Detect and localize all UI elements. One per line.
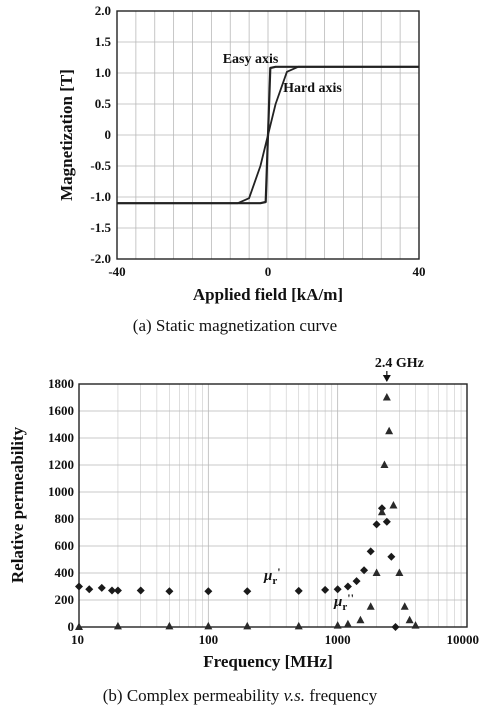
chart-b-y-tick-label: 0 <box>68 619 75 634</box>
chart-b-caption: (b) Complex permeability v.s. frequency <box>103 686 378 705</box>
chart-b-y-tick-label: 1600 <box>48 403 74 418</box>
chart-b-point-mu-r-prime <box>352 577 361 586</box>
chart-a-x-tick-label: 0 <box>265 264 272 279</box>
chart-b-y-ticks: 1800 1600 1400 1200 1000 800 600 400 200 0 <box>48 376 74 634</box>
chart-a-y-tick-label: -1.5 <box>90 220 111 235</box>
chart-b-annotation-arrowhead <box>382 375 391 382</box>
chart-b-point-mu-r-prime <box>372 520 381 529</box>
chart-b-y-tick-label: 1400 <box>48 430 74 445</box>
chart-b-point-mu-r-prime <box>387 552 396 561</box>
chart-a-y-tick-label: 2.0 <box>95 3 111 18</box>
chart-a-y-tick-label: 1.5 <box>95 34 112 49</box>
chart-b-series-mu-r-double-prime <box>75 393 420 630</box>
chart-a-y-tick-label: 1.0 <box>95 65 111 80</box>
chart-b-point-mu-r-prime <box>360 566 369 575</box>
chart-b-point-mu-r-prime <box>75 582 83 591</box>
chart-b-x-tick-label: 100 <box>199 632 219 647</box>
chart-b-y-tick-label: 800 <box>55 511 75 526</box>
chart-b-plot-frame <box>78 383 468 628</box>
chart-b-point-mu-r-double-prime <box>372 568 381 576</box>
chart-b-point-mu-r-prime <box>113 586 122 595</box>
chart-b-x-ticks: 10 100 1000 10000 <box>71 632 479 647</box>
chart-b-point-mu-r-double-prime <box>382 393 391 401</box>
chart-a-y-tick-label: 0 <box>105 127 112 142</box>
chart-b-point-mu-r-prime <box>165 587 174 596</box>
chart-a-series-hard-axis <box>117 65 419 205</box>
chart-a-x-axis-label: Applied field [kA/m] <box>193 285 343 304</box>
chart-b-series-label-mu-r-double-prime: μr'' <box>333 591 354 613</box>
chart-b-point-mu-r-prime <box>97 583 106 592</box>
chart-b-point-mu-r-double-prime <box>75 622 83 630</box>
chart-b-point-mu-r-double-prime <box>333 621 342 629</box>
chart-b-point-mu-r-prime <box>243 587 252 596</box>
chart-b-x-tick-label: 10 <box>71 632 84 647</box>
chart-a-y-tick-label: -2.0 <box>90 251 111 266</box>
chart-a-y-axis-label: Magnetization [T] <box>57 69 76 201</box>
chart-b-point-mu-r-double-prime <box>385 426 394 435</box>
chart-b-point-mu-r-prime <box>136 586 145 595</box>
chart-b-point-mu-r-double-prime <box>400 602 409 610</box>
chart-b-y-tick-label: 400 <box>55 565 75 580</box>
chart-b-point-mu-r-prime <box>391 623 400 631</box>
chart-a-plot-frame <box>116 10 420 260</box>
chart-b-y-tick-label: 1800 <box>48 376 74 391</box>
chart-b-y-tick-label: 1200 <box>48 457 74 472</box>
chart-b-point-mu-r-double-prime <box>411 621 420 629</box>
chart-b-y-tick-label: 600 <box>55 538 75 553</box>
chart-b-x-tick-label: 10000 <box>447 632 480 647</box>
chart-b-x-tick-label: 1000 <box>325 632 351 647</box>
chart-b-point-mu-r-prime <box>343 582 352 591</box>
chart-b-point-mu-r-double-prime <box>204 621 213 630</box>
chart-a: 2.0 1.5 1.0 0.5 0 -0.5 -1.0 -1.5 -2.0 -40 0 40 Eas… <box>57 3 426 335</box>
chart-b-point-mu-r-double-prime <box>113 621 122 630</box>
chart-b-y-tick-label: 200 <box>55 592 75 607</box>
chart-b-series-mu-r-prime <box>75 504 400 631</box>
chart-b-point-mu-r-prime <box>204 587 213 596</box>
chart-a-x-tick-label: 40 <box>413 264 426 279</box>
chart-b-point-mu-r-double-prime <box>243 621 252 630</box>
chart-b-series <box>75 393 420 631</box>
chart-a-y-tick-label: -0.5 <box>90 158 111 173</box>
chart-b-point-mu-r-prime <box>294 586 303 595</box>
chart-a-annotation-easy-axis: Easy axis <box>223 52 279 67</box>
chart-a-x-ticks: -40 0 40 <box>108 264 425 279</box>
chart-a-series <box>117 65 419 205</box>
chart-b-point-mu-r-double-prime <box>343 619 352 628</box>
chart-a-y-ticks: 2.0 1.5 1.0 0.5 0 -0.5 -1.0 -1.5 -2.0 <box>90 3 111 266</box>
chart-b-point-mu-r-prime <box>85 585 94 594</box>
chart-b-point-mu-r-double-prime <box>389 501 398 509</box>
chart-b-x-axis-label: Frequency [MHz] <box>203 652 333 671</box>
chart-b-series-label-mu-r-prime: μr' <box>263 565 281 587</box>
chart-a-x-tick-label: -40 <box>108 264 125 279</box>
chart-b-point-mu-r-prime <box>366 547 375 556</box>
chart-a-caption: (a) Static magnetization curve <box>133 316 337 335</box>
chart-a-y-tick-label: 0.5 <box>95 96 112 111</box>
chart-b-point-mu-r-double-prime <box>165 621 174 630</box>
chart-b-annotation-2-4ghz: 2.4 GHz <box>375 356 424 371</box>
chart-b-y-axis-label: Relative permeability <box>8 426 27 583</box>
chart-b-point-mu-r-double-prime <box>294 621 303 630</box>
chart-b-point-mu-r-double-prime <box>395 568 404 576</box>
chart-b-y-tick-label: 1000 <box>48 484 74 499</box>
chart-b-point-mu-r-double-prime <box>377 507 386 516</box>
chart-a-annotation-hard-axis: Hard axis <box>283 81 342 96</box>
chart-b-point-mu-r-prime <box>333 585 342 594</box>
chart-b-point-mu-r-double-prime <box>405 615 414 624</box>
chart-b-point-mu-r-prime <box>382 517 391 526</box>
chart-b-point-mu-r-double-prime <box>356 615 365 624</box>
chart-b-point-mu-r-double-prime <box>380 460 389 468</box>
chart-b-point-mu-r-prime <box>108 586 117 595</box>
chart-b-point-mu-r-prime <box>321 585 330 594</box>
chart-a-y-tick-label: -1.0 <box>90 189 111 204</box>
chart-b-point-mu-r-double-prime <box>366 602 375 610</box>
